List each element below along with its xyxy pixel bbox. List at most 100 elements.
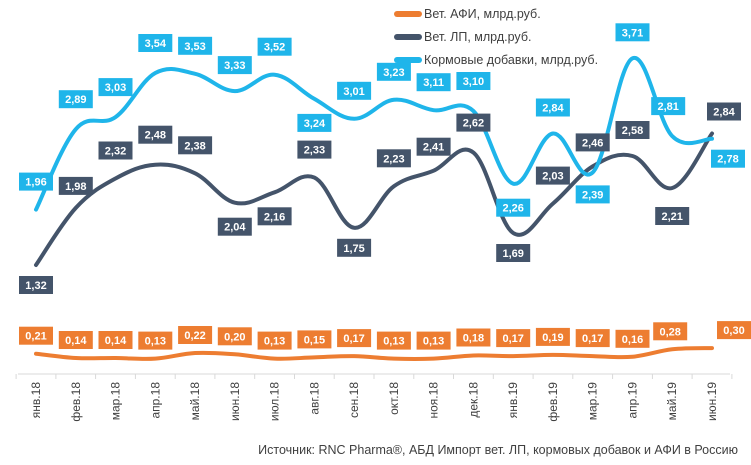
x-tick-label: май.18	[188, 382, 202, 421]
data-label-bg	[58, 176, 93, 195]
data-label-bg	[456, 113, 491, 132]
x-tick-label: сен.18	[347, 382, 361, 418]
data-label: 0,17	[343, 333, 364, 345]
data-label-bg	[376, 149, 411, 168]
data-label-bg	[178, 136, 213, 155]
data-label: 0,13	[145, 336, 166, 348]
series-line-1	[34, 131, 714, 267]
data-label-bg	[575, 185, 610, 204]
x-tick-label: апр.18	[148, 382, 162, 419]
x-tick-label: дек.18	[466, 382, 480, 418]
data-label-bg	[138, 331, 173, 350]
data-label-bg	[615, 121, 650, 139]
x-tick-label: май.19	[665, 382, 679, 421]
data-label: 2,39	[582, 189, 603, 201]
data-label-bg	[707, 102, 741, 121]
data-label: 0,16	[622, 334, 643, 346]
data-label-bg	[711, 149, 745, 168]
data-label: 0,19	[542, 332, 563, 344]
data-label-bg	[337, 238, 372, 257]
data-label: 0,28	[659, 326, 680, 338]
data-label-bg	[655, 207, 690, 225]
x-tick-label: авг.18	[307, 382, 321, 415]
x-tick-label: июн.19	[705, 382, 719, 421]
data-label: 0,13	[423, 336, 444, 348]
x-tick-label: мар.18	[109, 382, 123, 421]
data-label-bg	[19, 326, 53, 345]
data-label: 0,13	[264, 336, 285, 348]
data-label-bg	[58, 90, 93, 109]
data-label-bg	[416, 73, 451, 92]
series-line-2	[34, 56, 714, 212]
data-label: 2,84	[542, 103, 564, 115]
data-label: 0,15	[304, 334, 325, 346]
data-label: 3,52	[264, 42, 285, 54]
data-label: 3,24	[304, 118, 326, 130]
data-label-bg	[58, 331, 93, 349]
data-label: 3,01	[343, 86, 364, 98]
series-line-0	[34, 346, 714, 362]
data-label: 0,21	[25, 331, 46, 343]
data-label-bg	[19, 172, 53, 191]
legend-label: Вет. АФИ, млрд.руб.	[424, 7, 541, 21]
x-tick-label: окт.18	[387, 382, 401, 415]
data-label-bg	[297, 140, 332, 159]
data-label-bg	[496, 244, 531, 262]
data-label-bg	[217, 327, 252, 346]
x-tick-label: ноя.18	[427, 382, 441, 419]
data-label-bg	[496, 198, 531, 217]
data-label: 2,46	[582, 137, 603, 149]
data-label-bg	[535, 98, 570, 117]
data-label-bg	[297, 330, 332, 349]
data-label: 0,30	[723, 325, 744, 337]
data-label: 2,58	[622, 125, 643, 137]
data-label: 3,03	[105, 82, 126, 94]
x-tick-label: мар.19	[586, 382, 600, 421]
data-label: 2,62	[463, 118, 484, 130]
data-label: 3,54	[145, 38, 167, 50]
data-label-bg	[257, 207, 292, 226]
data-label: 2,23	[383, 153, 404, 165]
data-label: 2,81	[657, 101, 678, 113]
data-label-bg	[217, 56, 252, 75]
data-label-bg	[178, 36, 213, 55]
data-label-bg	[297, 113, 332, 132]
data-label: 1,75	[343, 243, 364, 255]
data-label-bg	[717, 321, 751, 340]
data-label-bg	[98, 331, 133, 349]
x-tick-label: янв.18	[29, 382, 43, 419]
source-note: Источник: RNC Pharma®, АБД Импорт вет. Л…	[258, 443, 738, 457]
data-label: 0,18	[463, 333, 484, 345]
data-label: 0,20	[224, 331, 245, 343]
data-label-bg	[535, 166, 570, 185]
data-label-bg	[138, 34, 173, 52]
data-label: 2,33	[304, 145, 325, 157]
data-label: 1,69	[502, 248, 523, 260]
data-label-bg	[456, 328, 491, 347]
data-label: 2,32	[105, 146, 126, 158]
data-label-bg	[257, 331, 292, 350]
data-label-bg	[138, 125, 173, 144]
data-label-bg	[217, 217, 252, 236]
data-label: 2,48	[145, 130, 166, 142]
data-label: 3,71	[622, 27, 643, 39]
data-label-bg	[257, 37, 292, 56]
data-label-bg	[535, 327, 570, 346]
data-label: 1,98	[65, 181, 86, 193]
data-label: 0,13	[383, 336, 404, 348]
data-label-bg	[376, 331, 411, 350]
data-label-bg	[416, 331, 451, 350]
data-label: 2,03	[542, 171, 563, 183]
x-tick-label: янв.19	[506, 382, 520, 419]
data-label: 0,17	[582, 333, 603, 345]
data-label-bg	[376, 62, 411, 81]
data-label: 2,04	[224, 222, 246, 234]
data-label-bg	[416, 137, 451, 156]
data-label-bg	[615, 23, 650, 42]
x-tick-label: апр.19	[626, 382, 640, 419]
data-label: 3,11	[423, 77, 444, 89]
data-label: 2,26	[502, 203, 523, 215]
data-label-bg	[98, 78, 133, 97]
data-label: 2,21	[661, 211, 682, 223]
